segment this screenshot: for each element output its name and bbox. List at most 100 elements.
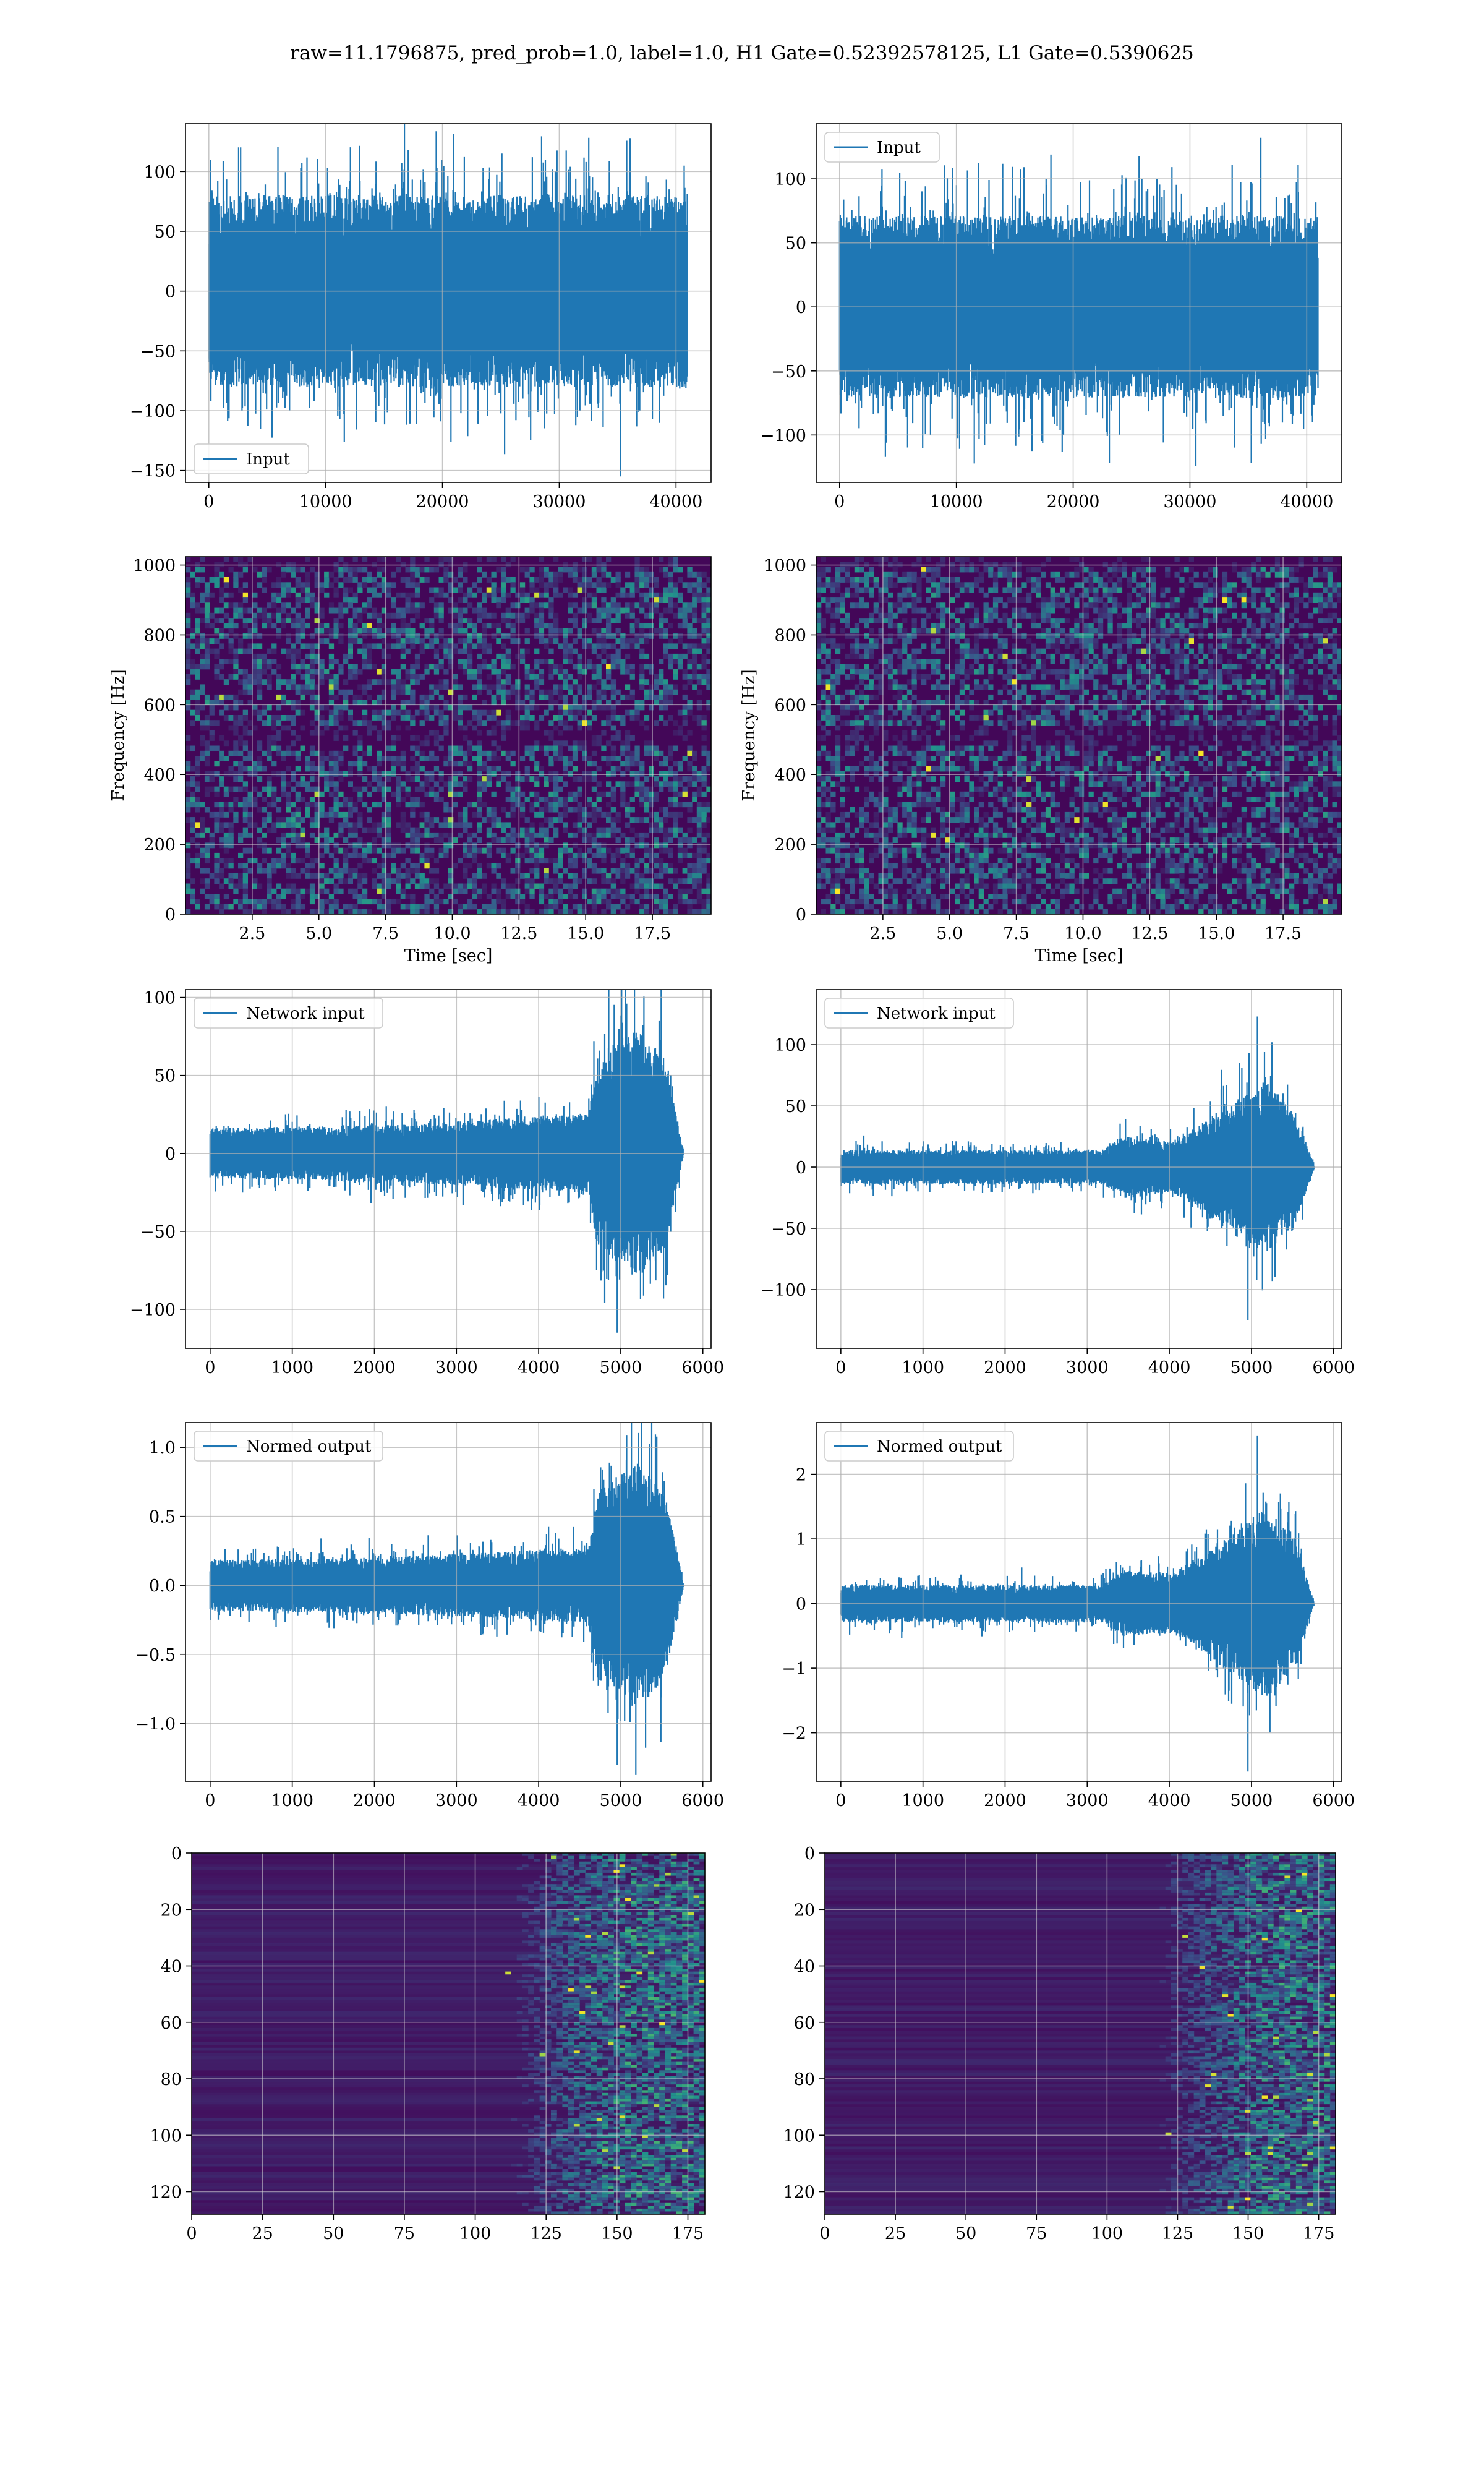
l1-normed-output-xtick-label: 6000 bbox=[1312, 1791, 1355, 1810]
l1-network-input-axes: 0 1000 2000 3000 4000 5000 6000 −100 −50 0 50 100 Ne… bbox=[761, 989, 1355, 1377]
l1-normed-output-axes: 0 1000 2000 3000 4000 5000 6000 −2 −1 0 1 2 Normed o… bbox=[782, 1422, 1355, 1810]
h1-feature-map-ytick-label: 20 bbox=[161, 1901, 182, 1920]
h1-network-input-xtick-label: 0 bbox=[205, 1358, 215, 1377]
h1-feature-map-xtick-label: 100 bbox=[459, 2224, 492, 2243]
l1-spectrogram-ytick-label: 600 bbox=[774, 696, 806, 715]
h1-normed-output-axes: 0 1000 2000 3000 4000 5000 6000 −1.0 −0.5 0.0 0.5 1… bbox=[135, 1422, 724, 1810]
l1-network-input-ytick-label: 100 bbox=[774, 1036, 806, 1055]
h1-spectrogram-ytick-label: 0 bbox=[165, 905, 176, 925]
l1-input-series-line bbox=[838, 137, 1319, 466]
l1-normed-output-frame bbox=[816, 1422, 1342, 1782]
figure-title: raw=11.1796875, pred_prob=1.0, label=1.0… bbox=[290, 42, 1194, 64]
l1-input-legend: Input bbox=[824, 132, 940, 163]
l1-input-grid bbox=[816, 124, 1342, 482]
l1-network-input-ytick-label: −100 bbox=[761, 1281, 806, 1300]
l1-spectrogram-ytick-label: 1000 bbox=[764, 557, 806, 576]
h1-normed-output-ytick-label: 0.5 bbox=[149, 1508, 176, 1527]
h1-normed-output-ytick-label: 0.0 bbox=[149, 1577, 176, 1596]
l1-input-xtick-label: 10000 bbox=[930, 492, 983, 511]
h1-input-ytick-label: 100 bbox=[143, 163, 176, 182]
h1-feature-map-frame bbox=[191, 1852, 706, 2215]
l1-normed-output-xtick-label: 4000 bbox=[1148, 1791, 1191, 1810]
l1-normed-output-grid bbox=[816, 1423, 1342, 1781]
l1-spectrogram-xtick-label: 10.0 bbox=[1064, 924, 1101, 943]
l1-network-input-plot-area bbox=[840, 1016, 1315, 1320]
l1-spectrogram-x-axis-label: Time [sec] bbox=[1035, 946, 1124, 965]
h1-input-ytick-label: 0 bbox=[165, 283, 176, 302]
l1-spectrogram-ytick-label: 0 bbox=[796, 905, 806, 925]
h1-network-input-xtick-label: 3000 bbox=[435, 1358, 478, 1377]
l1-spectrogram-y-axis-label: Frequency [Hz] bbox=[740, 669, 759, 801]
h1-normed-output-legend: Normed output bbox=[194, 1431, 383, 1462]
l1-feature-map-ytick-label: 80 bbox=[794, 2070, 815, 2089]
h1-spectrogram-y-axis-label: Frequency [Hz] bbox=[109, 669, 128, 801]
l1-network-input-xtick-label: 4000 bbox=[1148, 1358, 1191, 1377]
l1-feature-map-ytick-label: 40 bbox=[794, 1958, 815, 1977]
l1-network-input-legend-label: Network input bbox=[877, 1004, 996, 1023]
l1-feature-map-plot-area bbox=[825, 1853, 1336, 2214]
l1-spectrogram-xtick-label: 5.0 bbox=[936, 924, 963, 943]
h1-normed-output-ytick-label: −1.0 bbox=[135, 1714, 176, 1734]
h1-spectrogram-xtick-label: 7.5 bbox=[372, 924, 399, 943]
l1-normed-output-xtick-label: 0 bbox=[835, 1791, 846, 1810]
h1-network-input-ytick-label: 50 bbox=[155, 1067, 176, 1086]
l1-spectrogram-xtick-label: 17.5 bbox=[1264, 924, 1302, 943]
l1-feature-map-xtick-label: 125 bbox=[1162, 2224, 1194, 2243]
h1-feature-map-ytick-label: 0 bbox=[171, 1844, 182, 1864]
h1-network-input-ytick-label: 100 bbox=[143, 989, 176, 1008]
l1-spectrogram-xtick-label: 12.5 bbox=[1131, 924, 1168, 943]
l1-spectrogram-ytick-label: 200 bbox=[774, 836, 806, 855]
l1-input-xtick-label: 20000 bbox=[1047, 492, 1100, 511]
h1-spectrogram-frame bbox=[185, 556, 712, 915]
h1-spectrogram-ytick-label: 1000 bbox=[133, 557, 176, 576]
h1-network-input-frame bbox=[185, 989, 712, 1349]
h1-spectrogram-ytick-label: 400 bbox=[143, 766, 176, 785]
h1-feature-map-xtick-label: 0 bbox=[186, 2224, 197, 2243]
h1-network-input-xtick-label: 5000 bbox=[600, 1358, 642, 1377]
l1-network-input-ytick-label: 0 bbox=[796, 1158, 806, 1178]
h1-network-input-xtick-label: 2000 bbox=[353, 1358, 396, 1377]
h1-spectrogram-xtick-label: 15.0 bbox=[567, 924, 604, 943]
l1-feature-map-axes: 0 25 50 75 100 125 150 175 0 20 40 60 80 100 120 bbox=[783, 1844, 1336, 2243]
l1-spectrogram-heatmap-cells bbox=[816, 557, 1342, 914]
l1-spectrogram-axes: 2.5 5.0 7.5 10.0 12.5 15.0 17.5 0 200 400 600 800 10… bbox=[740, 556, 1342, 965]
l1-input-plot-area bbox=[838, 137, 1319, 466]
l1-feature-map-xtick-label: 100 bbox=[1091, 2224, 1124, 2243]
h1-feature-map-xtick-label: 125 bbox=[530, 2224, 562, 2243]
l1-network-input-frame bbox=[816, 989, 1342, 1349]
h1-feature-map-ytick-label: 100 bbox=[150, 2126, 182, 2146]
l1-network-input-xtick-label: 5000 bbox=[1230, 1358, 1273, 1377]
l1-feature-map-xtick-label: 50 bbox=[955, 2224, 976, 2243]
h1-feature-map-ytick-label: 120 bbox=[150, 2183, 182, 2202]
h1-normed-output-xtick-label: 1000 bbox=[271, 1791, 313, 1810]
h1-input-xtick-label: 40000 bbox=[649, 492, 702, 511]
h1-feature-map-xtick-label: 50 bbox=[323, 2224, 344, 2243]
h1-network-input-ytick-label: 0 bbox=[165, 1145, 176, 1164]
l1-network-input-ytick-label: 50 bbox=[785, 1097, 806, 1116]
h1-input-axes: 0 10000 20000 30000 40000 −150 −100 −50 0 50 100 In… bbox=[130, 123, 712, 511]
h1-spectrogram-grid bbox=[186, 557, 711, 915]
h1-input-xtick-label: 0 bbox=[203, 492, 214, 511]
h1-spectrogram-ytick-label: 200 bbox=[143, 836, 176, 855]
h1-spectrogram-x-axis-label: Time [sec] bbox=[404, 946, 493, 965]
l1-input-axes: 0 10000 20000 30000 40000 −100 −50 0 50 100 Input bbox=[761, 123, 1342, 511]
h1-network-input-ytick-label: −100 bbox=[130, 1301, 176, 1320]
h1-normed-output-xtick-label: 2000 bbox=[353, 1791, 396, 1810]
l1-input-ytick-label: −100 bbox=[761, 426, 806, 445]
l1-normed-output-legend-label: Normed output bbox=[877, 1437, 1002, 1456]
l1-input-xtick-label: 40000 bbox=[1280, 492, 1333, 511]
h1-feature-map-ytick-label: 60 bbox=[161, 2014, 182, 2033]
h1-feature-map-ytick-label: 80 bbox=[161, 2070, 182, 2089]
h1-feature-map-heatmap-cells bbox=[192, 1853, 705, 2214]
l1-network-input-legend: Network input bbox=[824, 998, 1014, 1029]
l1-normed-output-ytick-label: 0 bbox=[796, 1595, 806, 1614]
l1-feature-map-ytick-label: 120 bbox=[783, 2183, 815, 2202]
l1-spectrogram-frame bbox=[816, 556, 1342, 915]
h1-network-input-legend-label: Network input bbox=[246, 1004, 365, 1023]
l1-normed-output-ytick-label: 2 bbox=[796, 1466, 806, 1485]
l1-normed-output-xtick-label: 3000 bbox=[1066, 1791, 1109, 1810]
h1-normed-output-frame bbox=[185, 1422, 712, 1782]
h1-normed-output-ytick-label: 1.0 bbox=[149, 1439, 176, 1458]
